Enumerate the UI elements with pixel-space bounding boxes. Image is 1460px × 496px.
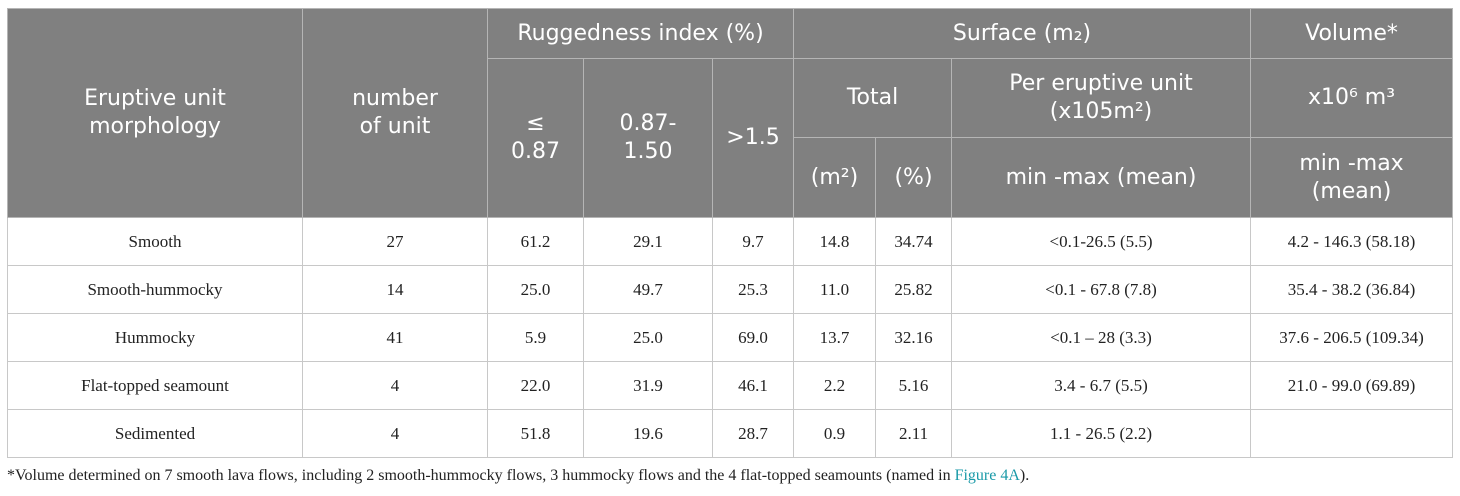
- table-cell: Flat-topped seamount: [7, 361, 303, 410]
- table-cell: <0.1-26.5 (5.5): [951, 217, 1252, 266]
- header-text: Per eruptive unit (x105m²): [1009, 71, 1193, 124]
- header-text: Eruptive unit morphology: [84, 86, 226, 139]
- header-cell: 0.87-1.50: [583, 58, 713, 218]
- table-cell: Smooth: [7, 217, 303, 266]
- table-cell: 2.11: [875, 409, 953, 458]
- table-cell: 28.7: [711, 409, 795, 458]
- table-cell: 27: [302, 217, 488, 266]
- table-cell: 41: [302, 313, 488, 362]
- table-cell: 21.0 - 99.0 (69.89): [1250, 361, 1454, 410]
- table-cell: [1250, 409, 1454, 458]
- header-cell: Volume*: [1250, 8, 1454, 59]
- table-cell: 69.0: [711, 313, 795, 362]
- header-cell: Total: [793, 58, 953, 138]
- header-cell: Surface (m₂): [793, 8, 1252, 59]
- table-cell: 46.1: [711, 361, 795, 410]
- table-cell: 25.82: [875, 265, 953, 314]
- footnote: *Volume determined on 7 smooth lava flow…: [7, 467, 1029, 485]
- table-row: Sedimented 4 51.8 19.6 28.7 0.9 2.11 1.1 - 26.5…: [7, 409, 1454, 458]
- table-cell: 37.6 - 206.5 (109.34): [1250, 313, 1454, 362]
- header-cell: number of unit: [302, 8, 488, 218]
- header-cell: >1.5: [711, 58, 795, 218]
- table-row: Smooth 27 61.2 29.1 9.7 14.8 34.74 <0.1-26.5 (5…: [7, 217, 1454, 266]
- table-cell: 9.7: [711, 217, 795, 266]
- table-body: Smooth 27 61.2 29.1 9.7 14.8 34.74 <0.1-26.5 (5…: [7, 217, 1454, 458]
- table-cell: 14.8: [793, 217, 877, 266]
- header-text: 0.87-1.50: [619, 111, 677, 164]
- figure-link[interactable]: Figure 4A: [954, 467, 1020, 484]
- table-cell: 51.8: [487, 409, 584, 458]
- table-cell: 22.0: [487, 361, 584, 410]
- header-cell: min -max (mean): [951, 137, 1252, 218]
- table-cell: 1.1 - 26.5 (2.2): [951, 409, 1252, 458]
- footnote-text: *Volume determined on 7 smooth lava flow…: [7, 467, 955, 484]
- table-cell: 31.9: [583, 361, 713, 410]
- table-cell: 25.3: [711, 265, 795, 314]
- table-cell: 5.9: [487, 313, 584, 362]
- table-cell: 5.16: [875, 361, 953, 410]
- table-cell: 35.4 - 38.2 (36.84): [1250, 265, 1454, 314]
- table-row: Smooth-hummocky 14 25.0 49.7 25.3 11.0 25.82 <0…: [7, 265, 1454, 314]
- header-cell: (%): [875, 137, 953, 218]
- header-cell: ≤ 0.87: [487, 58, 584, 218]
- header-text: number of unit: [352, 86, 438, 139]
- table-cell: 32.16: [875, 313, 953, 362]
- header-cell: Per eruptive unit (x105m²): [951, 58, 1252, 138]
- table-cell: 4: [302, 409, 488, 458]
- table-row: Hummocky 41 5.9 25.0 69.0 13.7 32.16 <0.1 – 28 …: [7, 313, 1454, 362]
- data-table: Eruptive unit morphology number of unit …: [7, 8, 1454, 458]
- table-cell: 61.2: [487, 217, 584, 266]
- table-cell: 14: [302, 265, 488, 314]
- header-cell: (m²): [793, 137, 877, 218]
- table-cell: <0.1 - 67.8 (7.8): [951, 265, 1252, 314]
- header-cell: x10⁶ m³: [1250, 58, 1454, 138]
- table-cell: 0.9: [793, 409, 877, 458]
- footnote-text: ).: [1019, 467, 1030, 484]
- table-cell: Sedimented: [7, 409, 303, 458]
- table-cell: 11.0: [793, 265, 877, 314]
- table-cell: 4: [302, 361, 488, 410]
- table-cell: Hummocky: [7, 313, 303, 362]
- header-text: ≤ 0.87: [511, 111, 560, 164]
- table-cell: 49.7: [583, 265, 713, 314]
- header-cell: Eruptive unit morphology: [7, 8, 303, 218]
- table-cell: 19.6: [583, 409, 713, 458]
- table-cell: 3.4 - 6.7 (5.5): [951, 361, 1252, 410]
- header-text: min -max (mean): [1299, 150, 1404, 204]
- table-cell: 2.2: [793, 361, 877, 410]
- table-cell: Smooth-hummocky: [7, 265, 303, 314]
- table-cell: 34.74: [875, 217, 953, 266]
- table-cell: 25.0: [583, 313, 713, 362]
- table-cell: 13.7: [793, 313, 877, 362]
- table-row: Flat-topped seamount 4 22.0 31.9 46.1 2.2 5.16…: [7, 361, 1454, 410]
- table-cell: 29.1: [583, 217, 713, 266]
- table-cell: <0.1 – 28 (3.3): [951, 313, 1252, 362]
- header-cell: min -max (mean): [1250, 137, 1454, 218]
- header-cell: Ruggedness index (%): [486, 8, 795, 59]
- table-cell: 4.2 - 146.3 (58.18): [1250, 217, 1454, 266]
- table-cell: 25.0: [487, 265, 584, 314]
